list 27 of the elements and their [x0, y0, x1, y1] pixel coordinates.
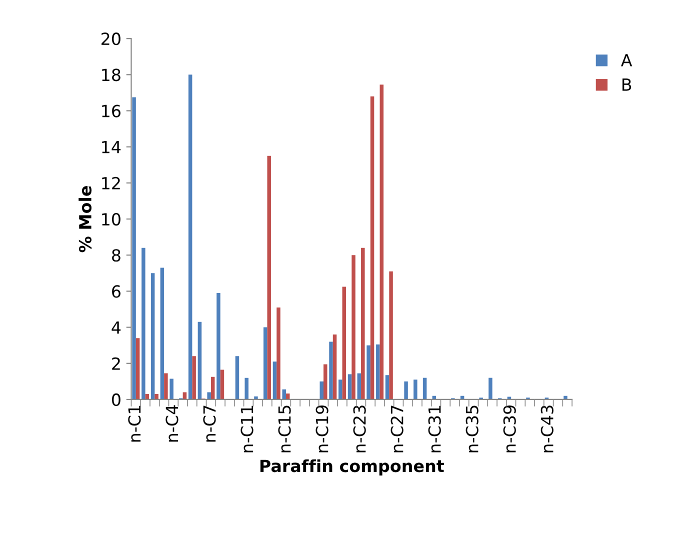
x-tick-label: n-C31: [428, 406, 441, 452]
y-tick-label: 10: [102, 212, 120, 226]
legend-label: B: [622, 78, 632, 91]
y-tick-label: 14: [102, 141, 121, 154]
y-tick-label: 8: [112, 249, 120, 262]
legend-label: A: [620, 54, 632, 66]
x-tick-label: n-C15: [278, 406, 291, 452]
x-tick-label: n-C39: [503, 406, 516, 452]
y-axis-title: % Mole: [78, 186, 92, 252]
y-tick-label: 0: [112, 393, 120, 406]
y-tick-label: 12: [102, 176, 120, 190]
y-tick-label: 6: [112, 285, 120, 298]
x-tick-label: n-C11: [240, 406, 254, 452]
x-axis-title: Paraffin component: [260, 459, 444, 476]
y-tick-label: 2: [112, 357, 120, 370]
x-tick-label: n-C23: [353, 406, 366, 452]
x-tick-label: n-C1: [128, 406, 141, 442]
y-tick-label: 16: [102, 104, 120, 118]
y-tick-label: 18: [102, 68, 120, 82]
y-tick-label: 4: [112, 321, 121, 334]
x-tick-label: n-C4: [166, 405, 178, 442]
y-tick-label: 20: [102, 32, 120, 46]
x-tick-label: n-C7: [203, 406, 216, 442]
x-tick-label: n-C35: [466, 406, 478, 452]
x-tick-label: n-C19: [316, 406, 328, 452]
x-tick-label: n-C27: [390, 406, 404, 452]
x-tick-label: n-C43: [540, 406, 554, 452]
